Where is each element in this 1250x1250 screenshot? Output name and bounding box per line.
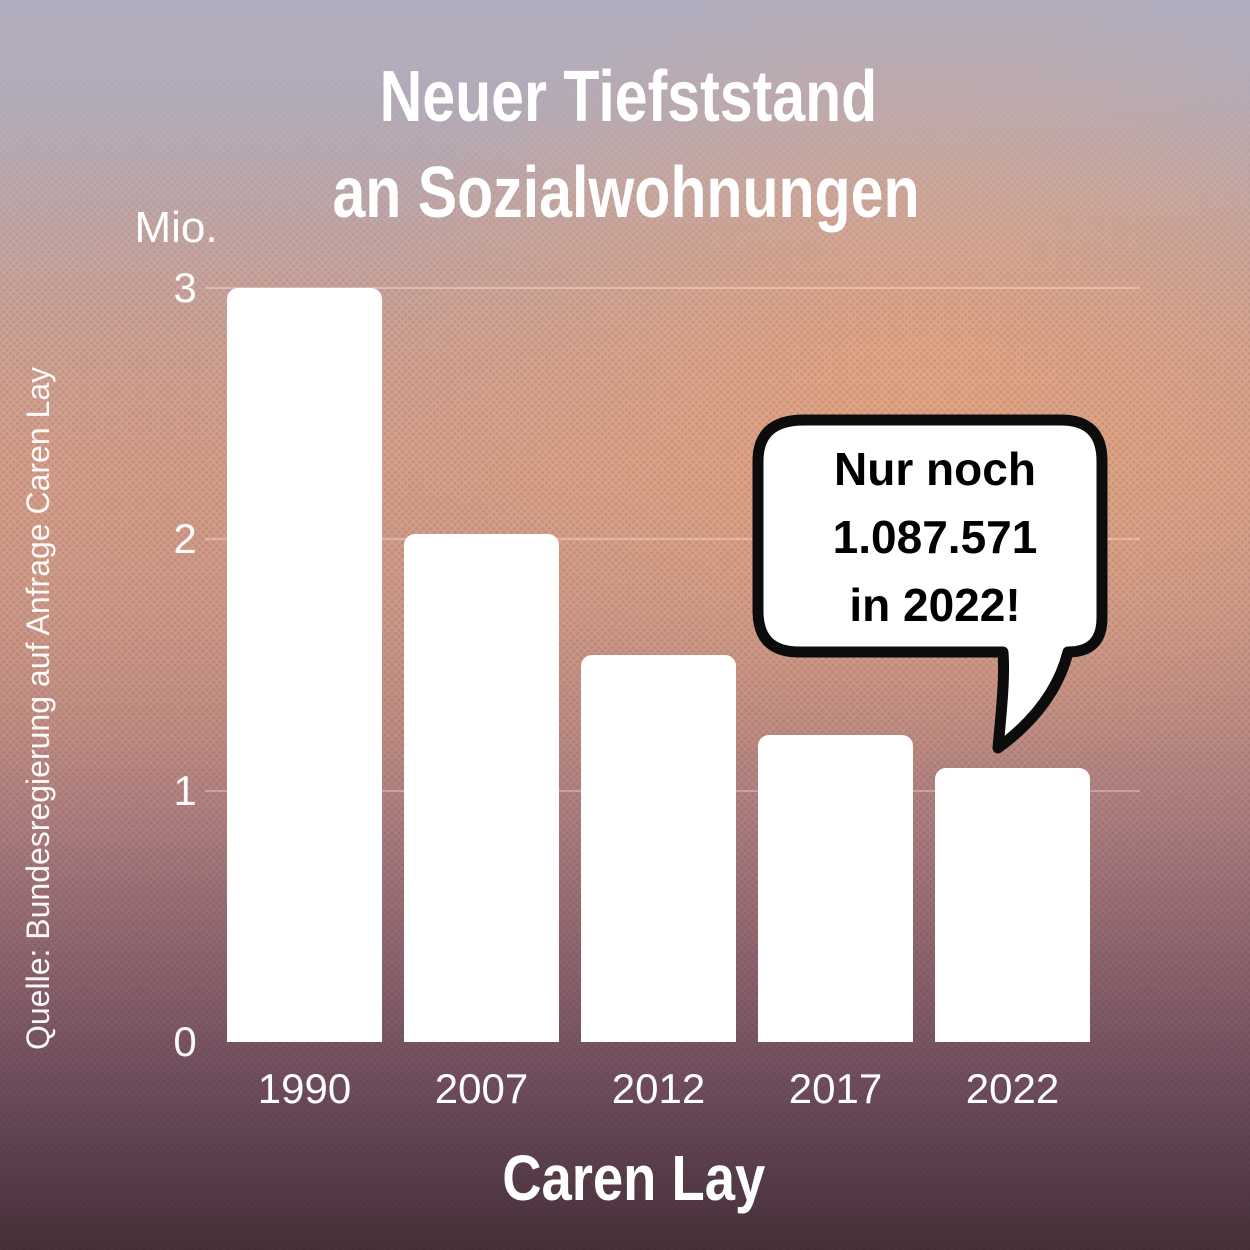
bubble-line-1: Nur noch (834, 443, 1036, 495)
x-label-1990: 1990 (257, 1065, 352, 1112)
bar-2017 (758, 735, 913, 1042)
bubble-line-3: in 2022! (849, 579, 1021, 631)
x-label-2012: 2012 (611, 1065, 706, 1112)
bar-1990 (227, 288, 382, 1042)
y-tick-1: 1 (173, 766, 197, 814)
bar-2022 (935, 768, 1090, 1042)
source-note: Quelle: Bundesregierung auf Anfrage Care… (20, 366, 56, 1050)
footer-badge: Caren Lay (477, 1127, 791, 1228)
x-label-2017: 2017 (788, 1065, 883, 1112)
y-tick-2: 2 (173, 515, 197, 563)
gridline-3 (205, 287, 1140, 290)
x-label-2022: 2022 (965, 1065, 1060, 1112)
y-tick-0: 0 (173, 1018, 197, 1065)
footer-badge-label: Caren Lay (502, 1141, 766, 1214)
bubble-line-2: 1.087.571 (832, 511, 1038, 563)
x-label-2007: 2007 (434, 1065, 529, 1112)
y-axis-unit-label: Mio. (134, 203, 218, 252)
title-line1: Neuer Tiefststand (379, 56, 877, 137)
title-box-line2: an Sozialwohnungen (315, 143, 937, 243)
gridline-2 (205, 538, 1140, 541)
bar-2007 (404, 534, 559, 1042)
speech-bubble-text: Nur noch 1.087.571 in 2022! (770, 438, 1100, 636)
y-tick-3: 3 (173, 264, 197, 312)
speech-bubble-shape (752, 414, 1108, 754)
title-box-line1: Neuer Tiefststand (353, 50, 903, 143)
title-line2: an Sozialwohnungen (332, 153, 920, 233)
bar-2012 (581, 654, 736, 1042)
